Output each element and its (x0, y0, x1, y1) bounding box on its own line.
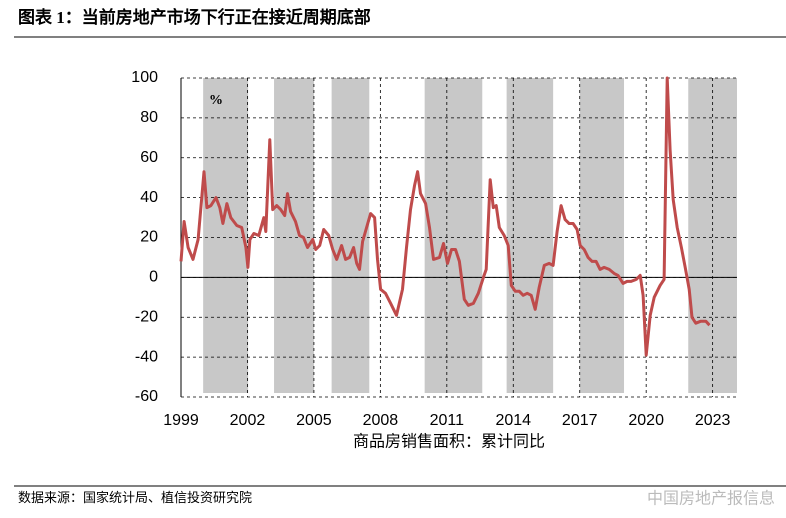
y-tick-label: -40 (135, 348, 158, 365)
x-tick-label: 2008 (363, 412, 399, 429)
shaded-period (203, 78, 249, 393)
x-tick-label: 2002 (230, 412, 266, 429)
chart-title: 图表 1：当前房地产市场下行正在接近周期底部 (18, 7, 371, 27)
y-tick-label: 20 (140, 229, 158, 246)
shaded-period (506, 78, 554, 393)
x-tick-label: 2017 (562, 412, 598, 429)
shaded-period (579, 78, 625, 393)
x-tick-label: 2020 (628, 412, 664, 429)
watermark: 中国房地产报信息 (647, 489, 775, 508)
y-tick-label: -60 (135, 388, 158, 405)
y-tick-label: -20 (135, 308, 158, 325)
x-tick-label: 2023 (695, 412, 731, 429)
data-line (179, 76, 711, 357)
source: 数据来源：国家统计局、植信投资研究院 (18, 490, 252, 505)
y-tick-label: 80 (140, 109, 158, 126)
x-tick-label: 1999 (163, 412, 199, 429)
shaded-period (424, 78, 483, 393)
y-tick-label: 0 (149, 269, 158, 286)
x-axis-label: 商品房销售面积：累计同比 (353, 433, 545, 451)
x-tick-label: 2005 (296, 412, 332, 429)
x-tick-label: 2014 (495, 412, 531, 429)
y-tick-label: 100 (131, 69, 158, 86)
unit-label: % (209, 93, 223, 108)
y-tick-label: 40 (140, 189, 158, 206)
y-tick-label: 60 (140, 149, 158, 166)
shaded-period (274, 78, 314, 393)
x-tick-label: 2011 (430, 412, 465, 429)
